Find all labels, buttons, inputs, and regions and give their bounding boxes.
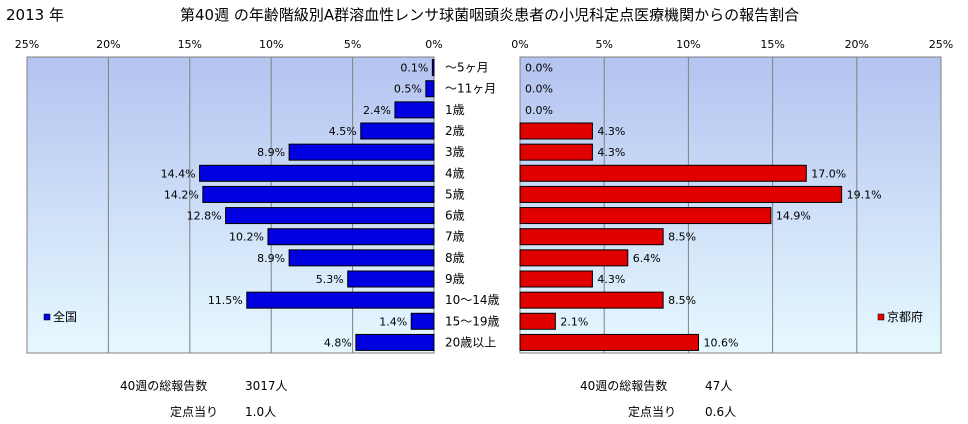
- national-total-value: 3017人: [245, 379, 288, 393]
- kyoto-total-value: 47人: [705, 379, 733, 393]
- category-label: 20歳以上: [445, 335, 496, 349]
- national-legend-label: 全国: [53, 309, 77, 324]
- kyoto-tick-label: 5%: [595, 38, 612, 51]
- kyoto-bar: [519, 291, 664, 309]
- national-bar: [199, 164, 435, 182]
- kyoto-data-label: 4.3%: [597, 273, 625, 286]
- kyoto-data-label: 17.0%: [811, 167, 846, 180]
- kyoto-tick-label: 20%: [845, 38, 869, 51]
- kyoto-total-label: 40週の総報告数: [580, 379, 668, 393]
- national-total-label: 40週の総報告数: [120, 379, 208, 393]
- category-label: 4歳: [445, 166, 465, 180]
- national-data-label: 2.4%: [363, 104, 391, 117]
- national-bar: [202, 185, 435, 203]
- category-label: 7歳: [445, 230, 465, 244]
- national-per-label: 定点当り: [170, 405, 219, 419]
- kyoto-bar: [519, 207, 772, 225]
- kyoto-data-label: 4.3%: [597, 125, 625, 138]
- kyoto-data-label: 14.9%: [776, 210, 811, 223]
- kyoto-bar: [519, 164, 807, 182]
- national-tick-label: 5%: [344, 38, 361, 51]
- national-bar: [355, 333, 435, 351]
- national-tick-label: 0%: [425, 38, 442, 51]
- national-legend-marker: [43, 313, 51, 321]
- kyoto-bar: [519, 185, 843, 203]
- category-label: 15〜19歳: [445, 314, 500, 328]
- national-bar: [347, 270, 435, 288]
- national-bar: [425, 80, 435, 98]
- kyoto-data-label: 8.5%: [668, 294, 696, 307]
- kyoto-bar: [519, 228, 664, 246]
- national-data-label: 12.8%: [187, 210, 222, 223]
- category-label: 3歳: [445, 145, 465, 159]
- kyoto-bar: [519, 143, 593, 161]
- national-tick-label: 10%: [259, 38, 283, 51]
- national-bar: [246, 291, 435, 309]
- national-bar: [410, 312, 435, 330]
- kyoto-tick-label: 0%: [511, 38, 528, 51]
- chart-title: 第40週 の年齢階級別A群溶血性レンサ球菌咽頭炎患者の小児科定点医療機関からの報…: [180, 6, 800, 24]
- category-label: 9歳: [445, 272, 465, 286]
- kyoto-data-label: 6.4%: [633, 252, 661, 265]
- kyoto-legend-label: 京都府: [887, 309, 923, 324]
- national-bar: [267, 228, 435, 246]
- kyoto-data-label: 10.6%: [704, 336, 739, 349]
- kyoto-per-label: 定点当り: [628, 405, 677, 419]
- national-bar: [394, 101, 435, 119]
- category-label: 2歳: [445, 124, 465, 138]
- category-label: 8歳: [445, 251, 465, 265]
- national-data-label: 10.2%: [229, 231, 264, 244]
- kyoto-bar: [519, 122, 593, 140]
- national-data-label: 4.8%: [324, 336, 352, 349]
- national-data-label: 0.5%: [394, 83, 422, 96]
- kyoto-tick-label: 15%: [760, 38, 784, 51]
- kyoto-tick-label: 25%: [929, 38, 953, 51]
- national-data-label: 1.4%: [379, 315, 407, 328]
- kyoto-bar: [519, 312, 556, 330]
- kyoto-data-label: 0.0%: [525, 62, 553, 75]
- kyoto-bar: [519, 249, 629, 267]
- category-label: 〜5ヶ月: [445, 61, 489, 75]
- national-tick-label: 25%: [15, 38, 39, 51]
- national-data-label: 11.5%: [208, 294, 243, 307]
- year-label: 2013 年: [6, 6, 64, 24]
- national-data-label: 0.1%: [400, 62, 428, 75]
- category-label: 5歳: [445, 187, 465, 201]
- national-bar: [288, 143, 435, 161]
- category-label: 6歳: [445, 209, 465, 223]
- national-bar: [431, 59, 435, 77]
- national-tick-label: 20%: [96, 38, 120, 51]
- national-data-label: 8.9%: [257, 252, 285, 265]
- kyoto-data-label: 19.1%: [847, 188, 882, 201]
- kyoto-data-label: 4.3%: [597, 146, 625, 159]
- kyoto-tick-label: 10%: [676, 38, 700, 51]
- kyoto-data-label: 0.0%: [525, 104, 553, 117]
- category-label: 10〜14歳: [445, 293, 500, 307]
- national-data-label: 14.4%: [161, 167, 196, 180]
- national-data-label: 4.5%: [329, 125, 357, 138]
- kyoto-data-label: 2.1%: [560, 315, 588, 328]
- category-label: 1歳: [445, 103, 465, 117]
- national-data-label: 5.3%: [316, 273, 344, 286]
- kyoto-per-value: 0.6人: [705, 405, 737, 419]
- national-bar: [225, 207, 435, 225]
- kyoto-bar: [519, 333, 700, 351]
- kyoto-legend-marker: [877, 313, 885, 321]
- national-data-label: 8.9%: [257, 146, 285, 159]
- kyoto-bar: [519, 270, 593, 288]
- category-label: 〜11ヶ月: [445, 82, 496, 96]
- kyoto-data-label: 8.5%: [668, 231, 696, 244]
- national-data-label: 14.2%: [164, 188, 199, 201]
- kyoto-data-label: 0.0%: [525, 83, 553, 96]
- national-bar: [360, 122, 435, 140]
- national-tick-label: 15%: [178, 38, 202, 51]
- national-per-value: 1.0人: [245, 405, 277, 419]
- national-bar: [288, 249, 435, 267]
